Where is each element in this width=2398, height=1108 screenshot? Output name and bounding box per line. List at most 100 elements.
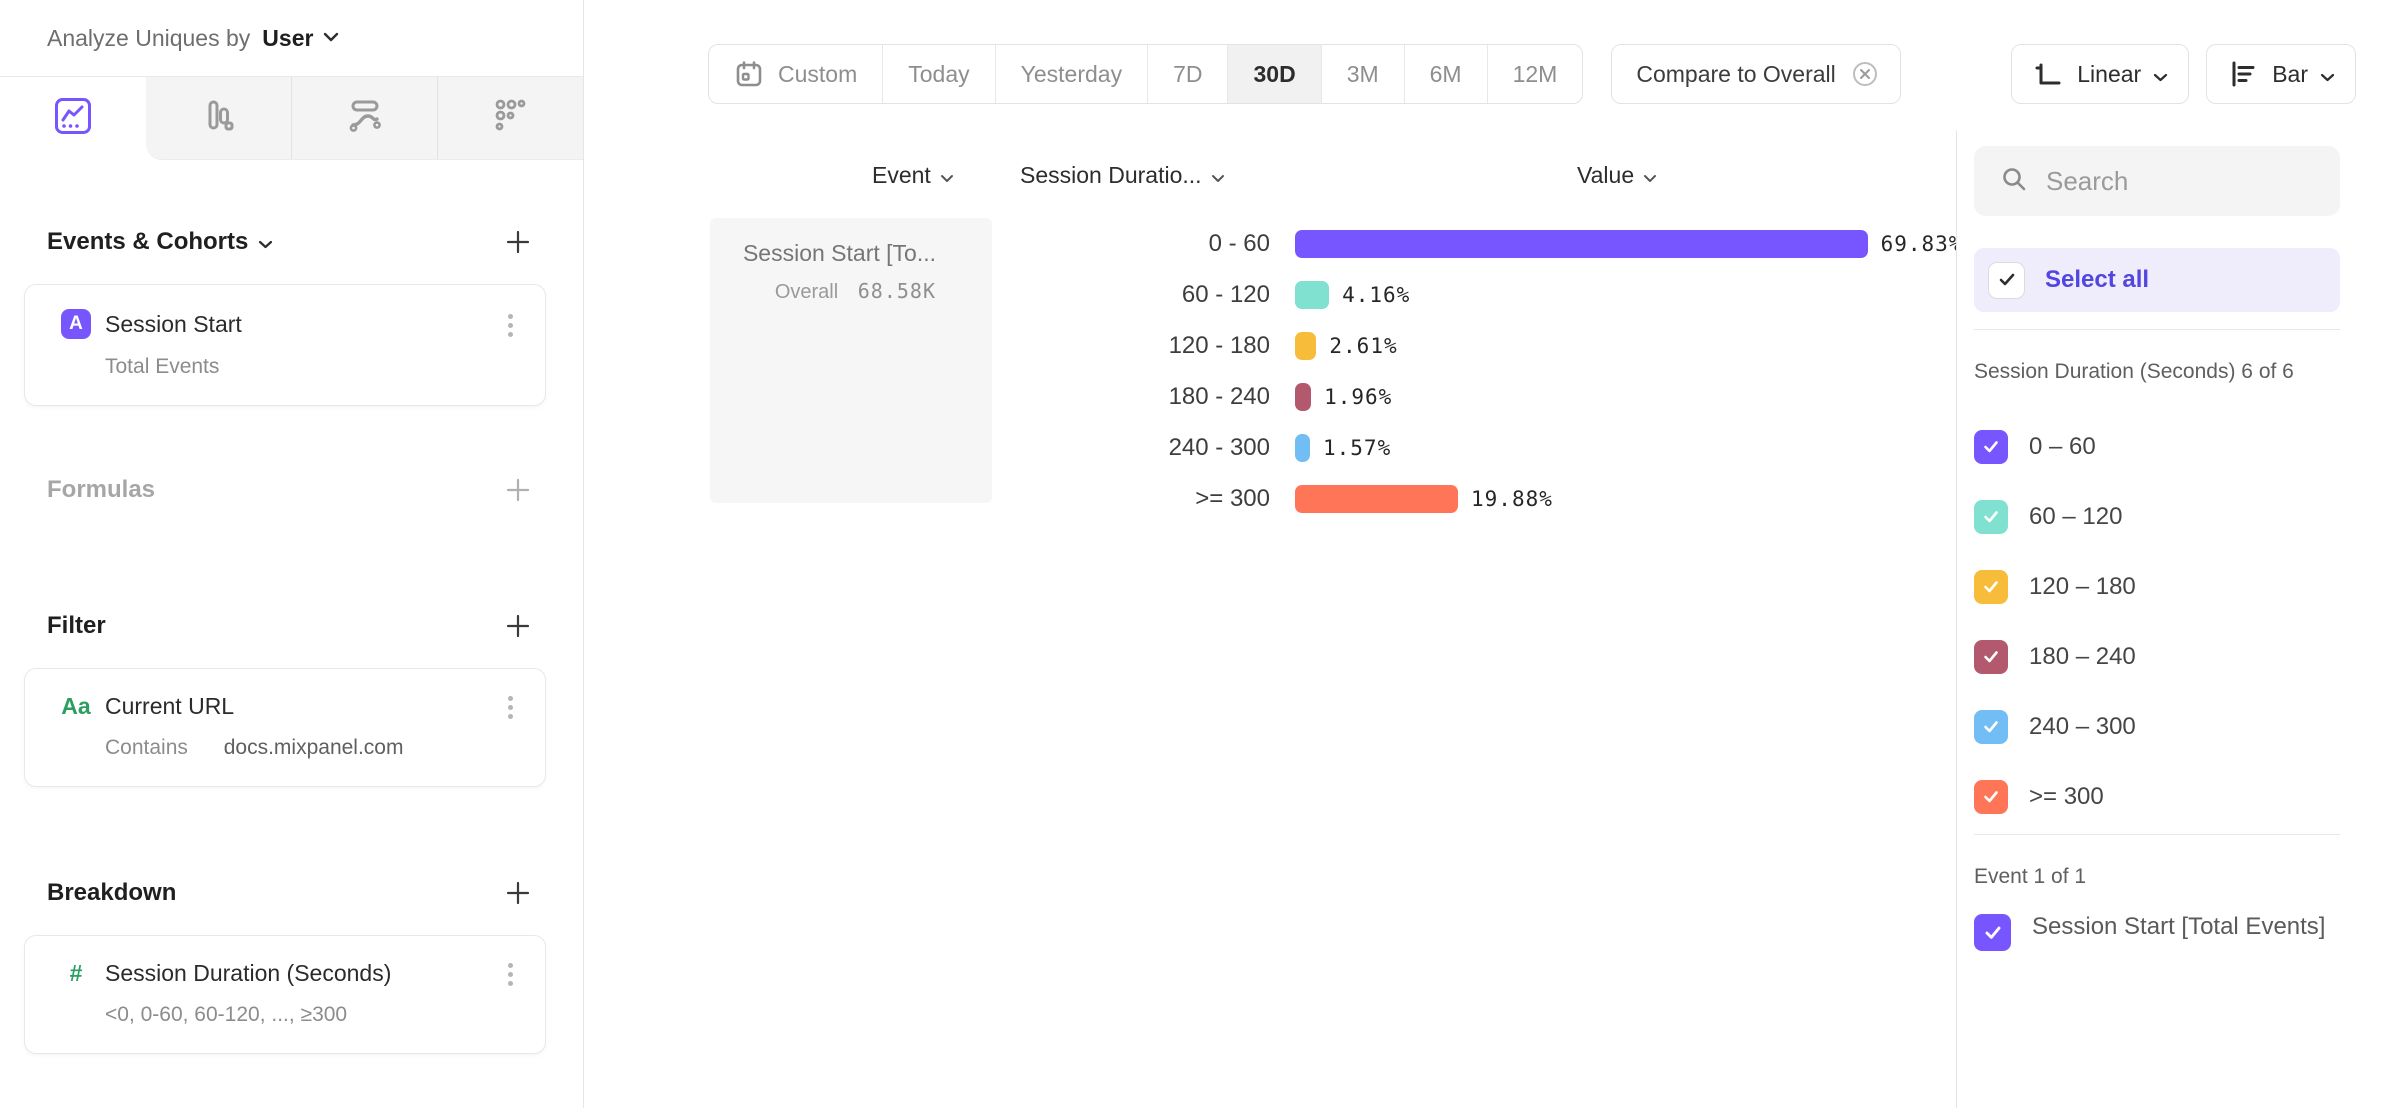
- date-range-3m[interactable]: 3M: [1320, 45, 1404, 103]
- filter-card-title: Current URL: [105, 693, 235, 719]
- number-property-icon: #: [69, 960, 83, 986]
- bar-rows: 0 - 60 69.83% 60 - 120 4.16% 120 - 180 2…: [1005, 218, 1961, 524]
- date-range-12m[interactable]: 12M: [1486, 45, 1583, 103]
- event-card-menu-button[interactable]: [497, 312, 523, 337]
- checked-checkbox[interactable]: [1974, 500, 2008, 534]
- filter-value: docs.mixpanel.com: [223, 736, 404, 759]
- column-header-value[interactable]: Value: [1577, 162, 1657, 189]
- checked-checkbox[interactable]: [1974, 430, 2008, 464]
- breakdown-section-header: Breakdown: [0, 873, 583, 913]
- add-event-button[interactable]: [503, 227, 533, 257]
- search-input[interactable]: [2046, 165, 2320, 197]
- add-breakdown-button[interactable]: [503, 878, 533, 908]
- segment-row-120-180[interactable]: 120 – 180: [1974, 552, 2340, 622]
- flows-icon: [344, 95, 386, 142]
- bar-value-label: 19.88%: [1471, 486, 1553, 511]
- bucket-label: 240 - 300: [1168, 433, 1270, 461]
- analyze-by-dropdown[interactable]: User: [262, 24, 314, 51]
- chevron-down-icon: [1211, 162, 1225, 189]
- filter-card-current-url[interactable]: Aa Current URL Contains docs.mixpanel.co…: [24, 668, 546, 787]
- bar-chart-icon: [199, 96, 239, 141]
- segment-row-240-300[interactable]: 240 – 300: [1974, 692, 2340, 762]
- select-all-row[interactable]: Select all: [1974, 248, 2340, 312]
- bucket-label: >= 300: [1195, 484, 1270, 512]
- query-builder-sidebar: Analyze Uniques by User: [0, 0, 584, 1108]
- date-range-30d[interactable]: 30D: [1227, 45, 1321, 103]
- event-cell-overall: Overall 68.58K: [774, 279, 936, 303]
- events-cohorts-title[interactable]: Events & Cohorts: [47, 228, 273, 256]
- segment-checkbox-list: 0 – 60 60 – 120 120 – 180 180 – 240 240 …: [1974, 412, 2340, 832]
- event-letter-badge: A: [61, 309, 91, 339]
- date-range-today[interactable]: Today: [882, 45, 994, 103]
- segment-row-180-240[interactable]: 180 – 240: [1974, 622, 2340, 692]
- date-range-selector: Custom Today Yesterday 7D 30D 3M 6M 12M: [708, 44, 1584, 104]
- tab-insights-line-chart[interactable]: [0, 77, 146, 160]
- checked-checkbox[interactable]: [1974, 914, 2011, 951]
- event-card-title: Session Start: [105, 310, 242, 337]
- remove-comparison-icon[interactable]: [1850, 59, 1880, 89]
- chart-style-dropdown[interactable]: Bar: [2206, 44, 2356, 104]
- compare-to-overall-chip[interactable]: Compare to Overall: [1611, 44, 1901, 104]
- chevron-down-icon: [940, 162, 954, 189]
- event-card-subtitle[interactable]: Total Events: [105, 355, 220, 378]
- column-header-breakdown[interactable]: Session Duratio...: [1020, 162, 1225, 189]
- bar-60-120[interactable]: [1295, 280, 1330, 309]
- segment-search[interactable]: [1974, 146, 2340, 216]
- filter-card-menu-button[interactable]: [497, 694, 523, 719]
- column-header-event[interactable]: Event: [872, 162, 954, 189]
- date-range-6m[interactable]: 6M: [1403, 45, 1487, 103]
- analyze-label: Analyze Uniques by: [47, 24, 251, 51]
- add-filter-button[interactable]: [503, 611, 533, 641]
- chevron-down-icon: [323, 29, 339, 47]
- search-icon: [2000, 165, 2028, 198]
- breakdown-card-buckets[interactable]: <0, 0-60, 60-120, ..., ≥300: [105, 1003, 348, 1026]
- chart-type-tabs: [0, 77, 583, 160]
- segment-row-60-120[interactable]: 60 – 120: [1974, 482, 2340, 552]
- breakdown-card-menu-button[interactable]: [497, 961, 523, 986]
- chevron-down-icon: [258, 228, 273, 256]
- date-range-yesterday[interactable]: Yesterday: [994, 45, 1147, 103]
- bar-gte-300[interactable]: [1295, 484, 1459, 513]
- event-cell-title: Session Start [To...: [742, 240, 936, 266]
- event-group-cell[interactable]: Session Start [To... Overall 68.58K: [710, 218, 992, 503]
- bar-value-label: 2.61%: [1329, 333, 1398, 358]
- date-range-custom[interactable]: Custom: [709, 45, 882, 103]
- horizontal-bar-icon: [2232, 61, 2255, 87]
- divider: [1974, 834, 2340, 835]
- tab-retention-grid[interactable]: [437, 77, 583, 159]
- segment-row-gte-300[interactable]: >= 300: [1974, 762, 2340, 832]
- checked-checkbox[interactable]: [1974, 640, 2008, 674]
- checked-checkbox[interactable]: [1974, 570, 2008, 604]
- formulas-section-header: Formulas: [0, 470, 583, 510]
- bar-row: 180 - 240 1.96%: [1005, 371, 1956, 422]
- event-card-session-start[interactable]: A Session Start Total Events: [24, 284, 546, 406]
- value-scale-dropdown[interactable]: Linear: [2011, 44, 2190, 104]
- date-range-7d[interactable]: 7D: [1147, 45, 1227, 103]
- add-formula-button[interactable]: [503, 475, 533, 505]
- segment-legend-panel: Select all Session Duration (Seconds) 6 …: [1956, 130, 2398, 1108]
- bar-0-60[interactable]: [1295, 229, 1868, 258]
- chevron-down-icon: [2320, 61, 2335, 88]
- bar-row: >= 300 19.88%: [1005, 473, 1956, 524]
- breakdown-section-label: Session Duration (Seconds) 6 of 6: [1974, 360, 2294, 383]
- select-all-label: Select all: [2045, 266, 2150, 293]
- breakdown-card-session-duration[interactable]: # Session Duration (Seconds) <0, 0-60, 6…: [24, 935, 546, 1054]
- formulas-title: Formulas: [47, 476, 156, 503]
- checked-checkbox[interactable]: [1974, 710, 2008, 744]
- tab-bar-chart[interactable]: [146, 77, 291, 159]
- tab-flows-chart[interactable]: [291, 77, 437, 159]
- bar-value-label: 4.16%: [1342, 282, 1411, 307]
- bucket-label: 120 - 180: [1168, 331, 1270, 359]
- select-all-checkbox[interactable]: [1988, 261, 2025, 299]
- event-legend-row[interactable]: Session Start [Total Events]: [1974, 910, 2340, 951]
- analyze-header: Analyze Uniques by User: [0, 0, 583, 77]
- filter-card-condition[interactable]: Contains docs.mixpanel.com: [105, 736, 523, 760]
- filter-section-header: Filter: [0, 606, 583, 646]
- bar-120-180[interactable]: [1295, 331, 1317, 360]
- divider: [1974, 329, 2340, 330]
- checked-checkbox[interactable]: [1974, 780, 2008, 814]
- bar-180-240[interactable]: [1295, 382, 1312, 411]
- bar-240-300[interactable]: [1295, 433, 1310, 462]
- string-property-icon: Aa: [61, 693, 91, 719]
- segment-row-0-60[interactable]: 0 – 60: [1974, 412, 2340, 482]
